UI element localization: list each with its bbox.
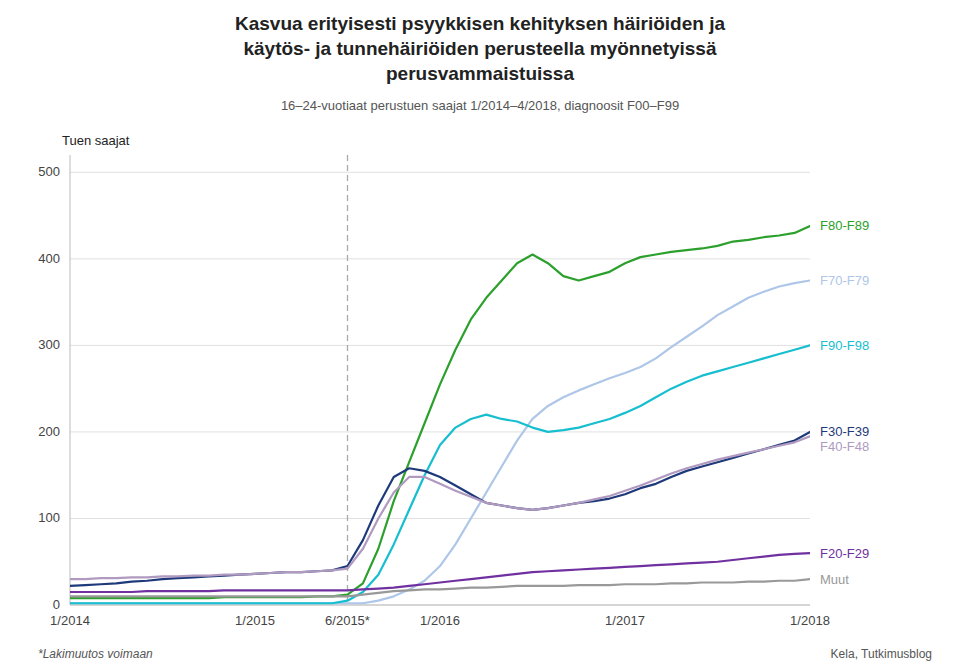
x-tick-label: 1/2015 [235, 613, 275, 628]
y-tick-label: 200 [38, 424, 60, 439]
series-line [70, 345, 810, 603]
reference-line [347, 155, 348, 605]
title: Kasvua erityisesti psyykkisen kehityksen… [235, 13, 725, 84]
grid-line [70, 605, 810, 606]
grid-line [70, 518, 810, 519]
y-tick-label: 300 [38, 337, 60, 352]
x-tick-label: 6/2015* [325, 613, 370, 628]
legend-label: F90-F98 [820, 338, 869, 353]
y-tick-label: 0 [53, 597, 60, 612]
x-axis-line [70, 605, 810, 606]
series-line [70, 280, 810, 603]
series-line [70, 436, 810, 579]
x-tick-label: 1/2017 [605, 613, 645, 628]
y-axis-label: Tuen saajat [62, 133, 130, 148]
legend-label: F40-F48 [820, 439, 869, 454]
legend-label: Muut [820, 572, 849, 587]
x-axis: 1/2014 1/2015 6/2015* 1/2016 1/2017 1/2018 [50, 613, 830, 628]
y-tick-label: 500 [38, 164, 60, 179]
legend-label: F20-F29 [820, 546, 869, 561]
series-line [70, 553, 810, 592]
y-axis-line [70, 155, 71, 605]
legend-label: F70-F79 [820, 273, 869, 288]
legend: F80-F89 F70-F79 F90-F98 F30-F39F40-F48 F20-F… [820, 218, 869, 586]
subtitle: 16–24-vuotiaat perustuen saajat 1/2014–4… [281, 98, 679, 113]
source: Kela, Tutkimusblog [831, 647, 932, 661]
x-tick-label: 1/2018 [790, 613, 830, 628]
footnote: *Lakimuutos voimaan [38, 647, 153, 661]
y-tick-label: 400 [38, 251, 60, 266]
x-tick-label: 1/2016 [420, 613, 460, 628]
x-tick-label: 1/2014 [50, 613, 90, 628]
grid-line [70, 345, 810, 346]
chart: Kasvua erityisesti psyykkisen kehityksen… [0, 0, 960, 670]
grid-line [70, 258, 810, 259]
y-axis: 0 100 200 300 400 500 [38, 155, 810, 612]
series-line [70, 579, 810, 596]
grid-line [70, 172, 810, 173]
plot-area [70, 155, 810, 605]
y-tick-label: 100 [38, 510, 60, 525]
grid-line [70, 431, 810, 432]
legend-label: F30-F39 [820, 424, 869, 439]
legend-label: F80-F89 [820, 218, 869, 233]
series-line [70, 226, 810, 598]
